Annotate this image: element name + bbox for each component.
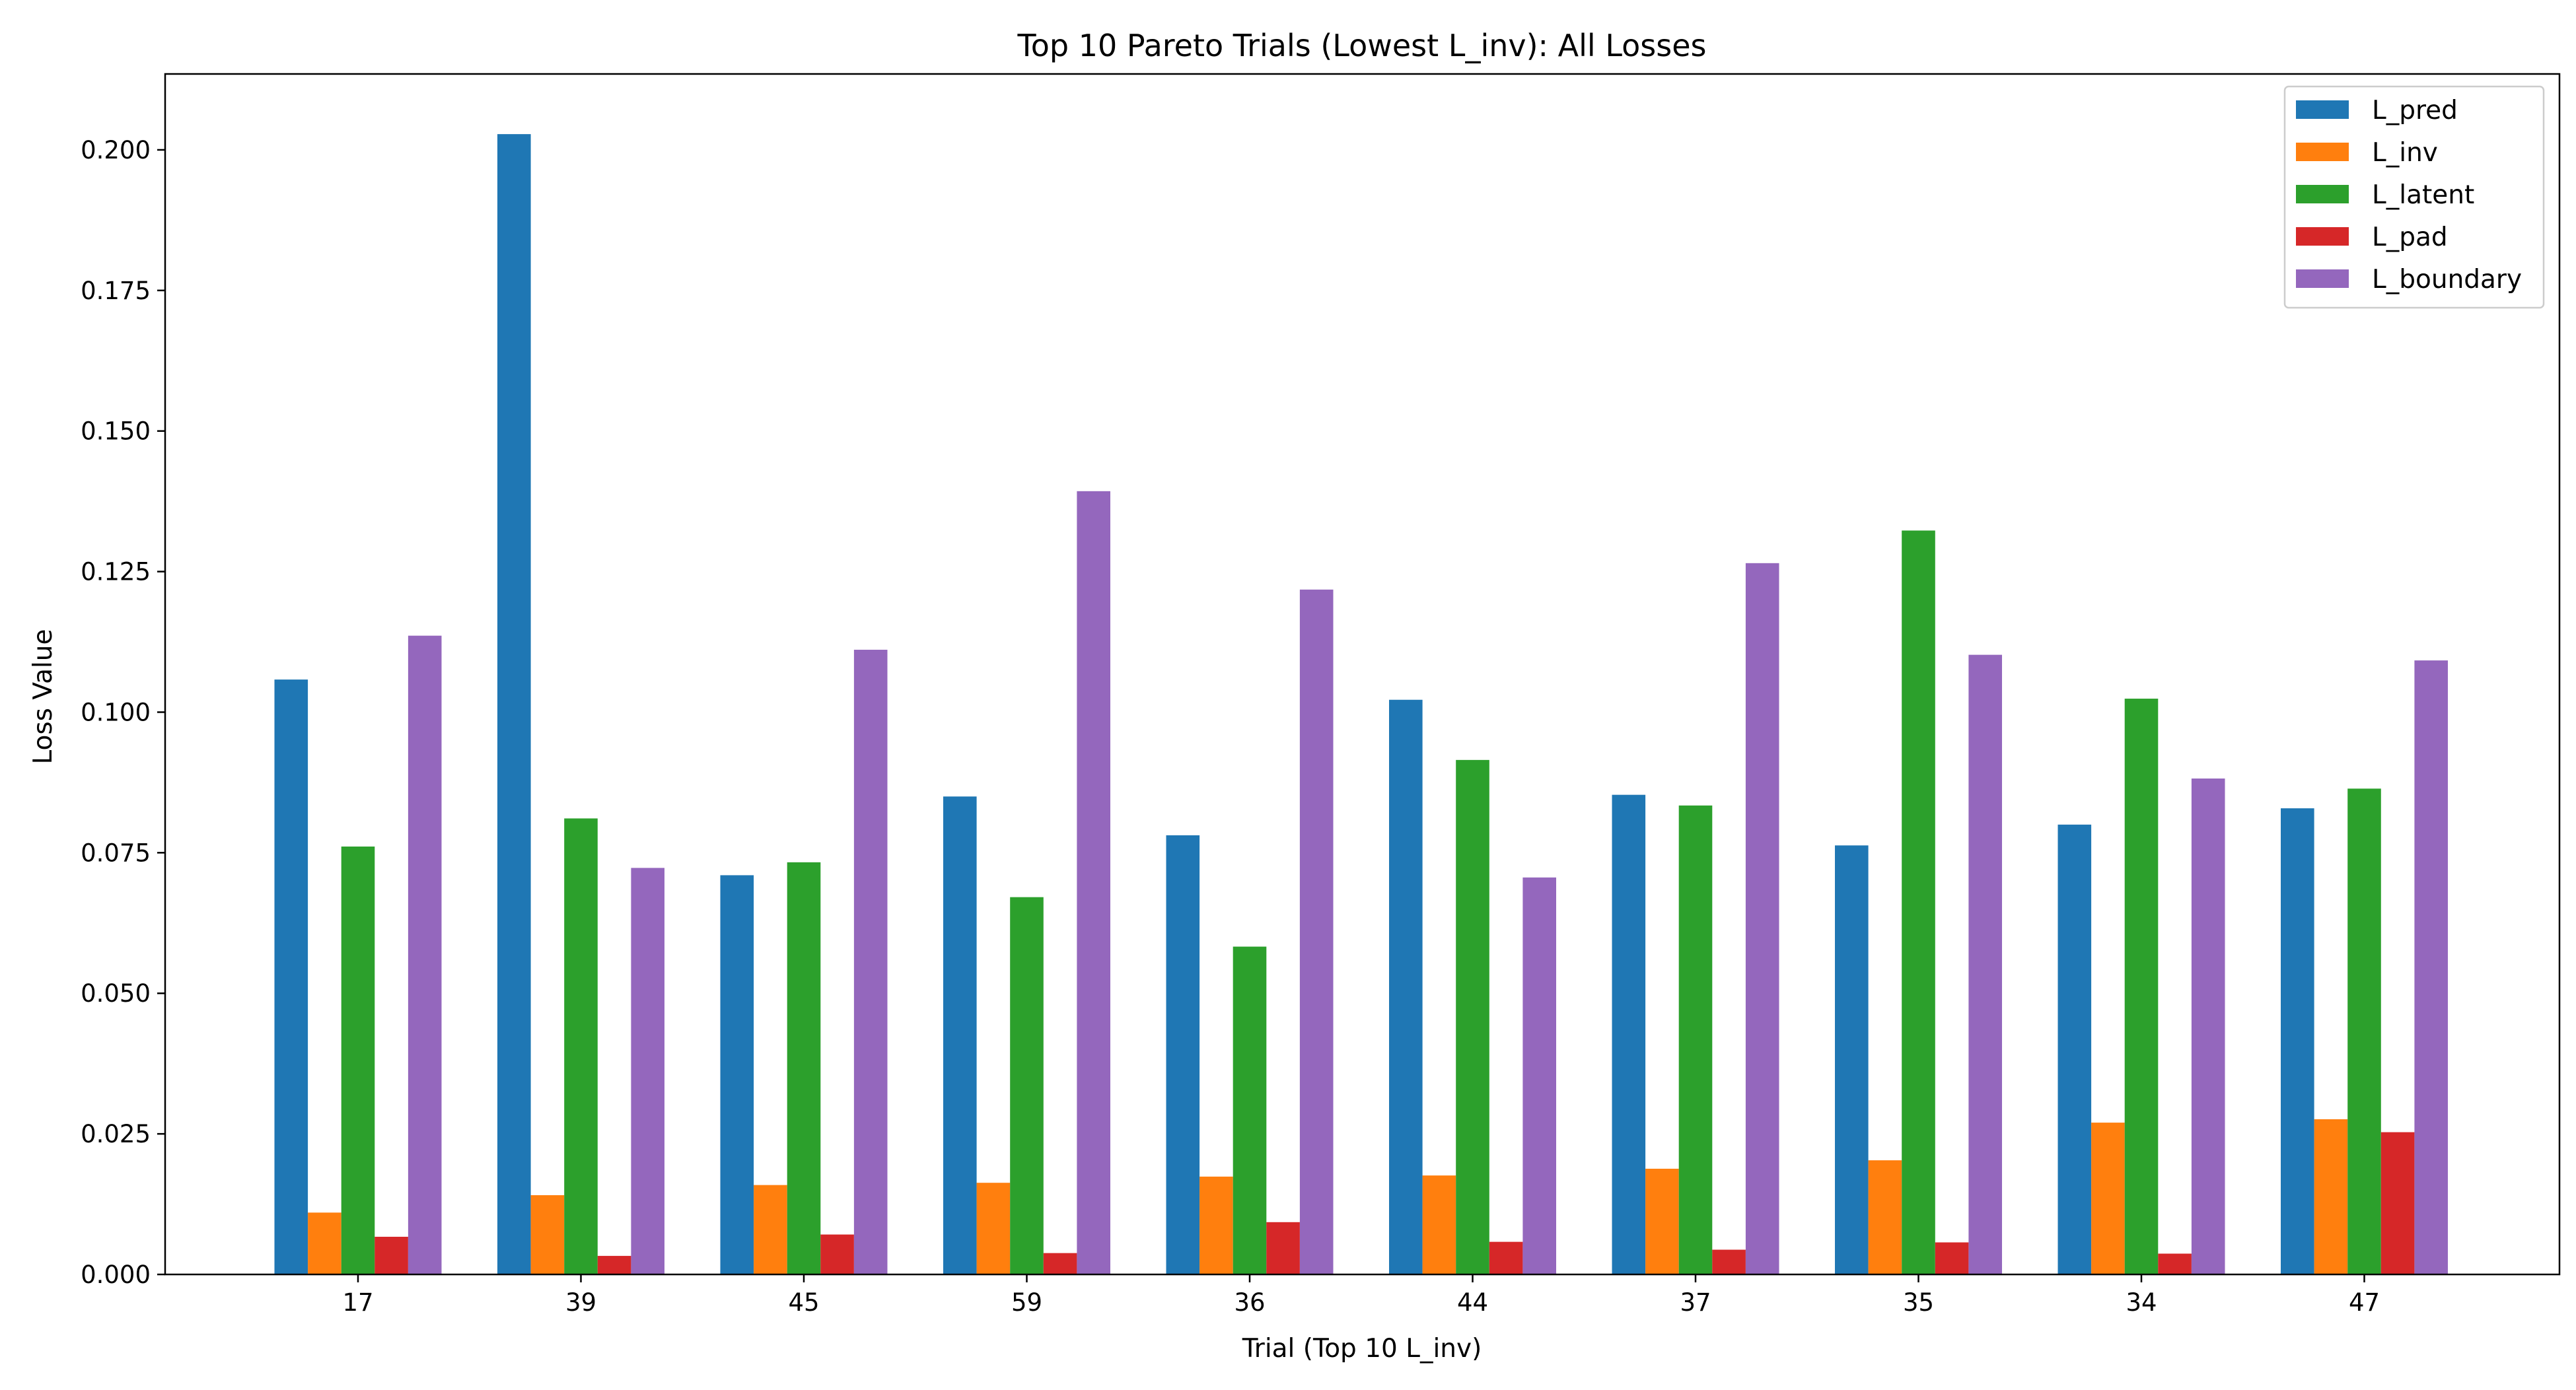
- legend-label-L_boundary: L_boundary: [2372, 265, 2522, 295]
- bar-L_pad-35: [1935, 1242, 1969, 1274]
- series-L_pad: [375, 1132, 2415, 1274]
- x-tick-label: 37: [1680, 1288, 1711, 1317]
- legend-swatch-L_latent: [2296, 185, 2349, 203]
- bar-L_inv-36: [1199, 1176, 1233, 1274]
- y-tick-label: 0.025: [81, 1120, 151, 1148]
- legend-label-L_latent: L_latent: [2372, 180, 2474, 210]
- bar-L_pad-45: [820, 1234, 854, 1274]
- x-tick-label: 59: [1011, 1288, 1042, 1317]
- bar-L_latent-39: [564, 818, 598, 1274]
- bar-L_pred-47: [2281, 808, 2314, 1274]
- legend-swatch-L_pad: [2296, 227, 2349, 246]
- legend-label-L_pred: L_pred: [2372, 96, 2458, 125]
- y-tick-label: 0.125: [81, 558, 151, 586]
- bars-layer: [274, 134, 2448, 1275]
- legend-swatch-L_boundary: [2296, 269, 2349, 288]
- bar-L_inv-59: [976, 1183, 1011, 1274]
- bar-L_inv-34: [2091, 1123, 2125, 1274]
- bar-L_latent-17: [341, 846, 375, 1274]
- bar-L_pad-37: [1712, 1249, 1746, 1274]
- bar-L_latent-47: [2347, 788, 2381, 1274]
- x-tick-label: 39: [565, 1288, 596, 1317]
- bar-L_boundary-47: [2414, 660, 2448, 1274]
- bar-L_latent-36: [1233, 946, 1267, 1274]
- bar-L_latent-37: [1678, 805, 1713, 1274]
- chart-title: Top 10 Pareto Trials (Lowest L_inv): All…: [1017, 28, 1707, 63]
- y-tick-label: 0.050: [81, 979, 151, 1008]
- x-tick-label: 36: [1234, 1288, 1265, 1317]
- x-tick-label: 47: [2349, 1288, 2380, 1317]
- y-tick-label: 0.200: [81, 136, 151, 164]
- x-axis-label: Trial (Top 10 L_inv): [1242, 1334, 1482, 1364]
- bar-L_pad-59: [1043, 1253, 1077, 1274]
- bar-L_pad-39: [597, 1255, 631, 1274]
- bar-L_pred-44: [1389, 699, 1423, 1274]
- bar-L_boundary-36: [1299, 589, 1334, 1274]
- bar-L_inv-37: [1645, 1168, 1679, 1274]
- bar-L_inv-17: [308, 1212, 341, 1274]
- bar-L_pad-44: [1489, 1241, 1523, 1274]
- bar-L_inv-39: [530, 1195, 565, 1274]
- bar-L_latent-34: [2124, 699, 2159, 1274]
- bar-L_boundary-39: [631, 868, 664, 1274]
- x-tick-label: 17: [342, 1288, 373, 1317]
- x-tick-label: 44: [1457, 1288, 1488, 1317]
- x-tick-label: 35: [1903, 1288, 1934, 1317]
- series-L_boundary: [408, 491, 2448, 1274]
- legend-box: [2283, 85, 2545, 309]
- legend-swatch-L_inv: [2296, 143, 2349, 161]
- bar-L_latent-45: [787, 862, 821, 1274]
- bar-L_latent-35: [1902, 530, 1935, 1275]
- bar-L_pad-47: [2380, 1132, 2415, 1274]
- legend-swatch-L_pred: [2296, 100, 2349, 119]
- series-L_inv: [308, 1119, 2348, 1274]
- bar-L_latent-44: [1456, 759, 1489, 1274]
- bar-L_boundary-45: [853, 649, 888, 1274]
- bar-L_pred-36: [1166, 835, 1200, 1274]
- legend-label-L_pad: L_pad: [2372, 223, 2448, 252]
- bar-L_pred-37: [1612, 794, 1646, 1274]
- legend-label-L_inv: L_inv: [2372, 138, 2438, 168]
- bar-L_inv-47: [2314, 1119, 2348, 1274]
- bar-L_boundary-34: [2191, 778, 2225, 1274]
- y-tick-label: 0.075: [81, 839, 151, 867]
- x-tick-label: 45: [788, 1288, 819, 1317]
- bar-L_pred-35: [1835, 845, 1869, 1274]
- bar-L_inv-35: [1868, 1160, 1902, 1274]
- series-L_latent: [341, 530, 2381, 1275]
- bar-L_pred-34: [2057, 824, 2092, 1274]
- bar-L_pred-17: [274, 679, 308, 1274]
- bar-L_pred-59: [943, 796, 977, 1274]
- axes-layer: 0.000 0.025 0.050 0.075 0.100 0.125 0.150 0.175…: [81, 73, 2561, 1317]
- bar-L_boundary-44: [1522, 877, 1556, 1274]
- bar-L_pad-34: [2158, 1253, 2192, 1274]
- y-tick-label: 0.150: [81, 417, 151, 446]
- y-tick-label: 0.175: [81, 277, 151, 305]
- legend: L_pred L_inv L_latent L_pad L_boundary: [2283, 85, 2545, 309]
- bar-L_boundary-37: [1745, 563, 1779, 1274]
- bar-L_inv-45: [754, 1185, 787, 1274]
- bar-L_pred-45: [720, 875, 754, 1274]
- bar-L_boundary-17: [408, 635, 442, 1274]
- bar-L_inv-44: [1422, 1175, 1456, 1274]
- bar-L_boundary-35: [1968, 654, 2002, 1274]
- bar-L_pred-39: [497, 134, 531, 1275]
- x-tick-label: 34: [2126, 1288, 2157, 1317]
- bar-L_latent-59: [1010, 897, 1044, 1274]
- y-tick-label: 0.100: [81, 698, 151, 726]
- y-axis-label: Loss Value: [28, 629, 58, 764]
- series-L_pred: [274, 134, 2314, 1275]
- y-tick-label: 0.000: [81, 1261, 151, 1289]
- plot-frame: [164, 73, 2561, 1276]
- bar-L_pad-36: [1266, 1222, 1300, 1274]
- bar-L_pad-17: [375, 1236, 408, 1274]
- bar-L_boundary-59: [1077, 491, 1110, 1274]
